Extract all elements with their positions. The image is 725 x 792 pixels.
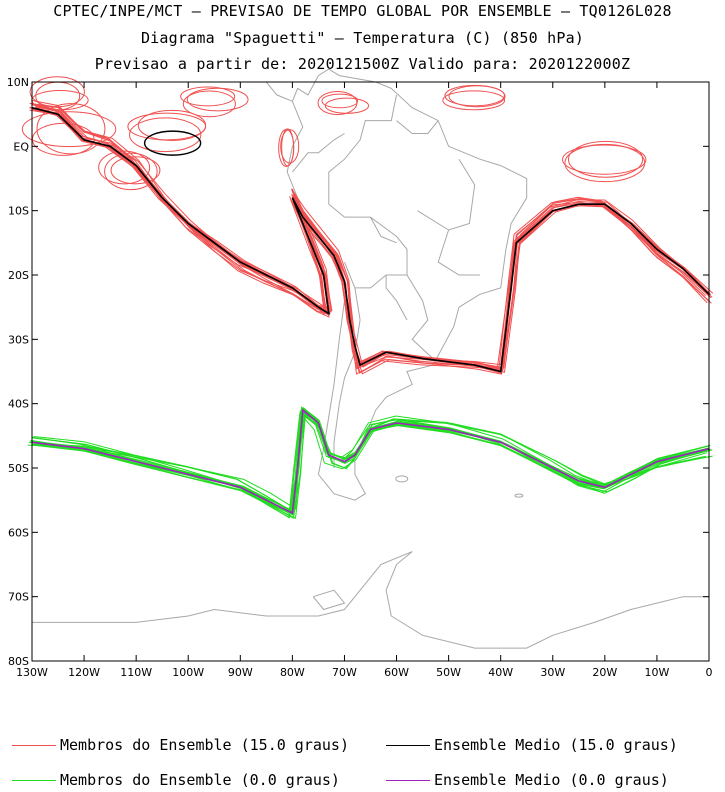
member-15-cell: [29, 76, 85, 108]
country-border: [385, 275, 408, 321]
member-15-cell: [317, 90, 358, 116]
mean-15-line: [31, 106, 710, 373]
member-15-line: [35, 107, 711, 372]
south-georgia-island: [514, 493, 524, 498]
y-tick-label: 30S: [8, 333, 29, 346]
member-15-line: [29, 109, 711, 375]
member-15-cell: [182, 90, 236, 118]
member-0-line: [35, 414, 707, 512]
header-line-3: Previsao a partir de: 2020121500Z Valido…: [94, 55, 631, 73]
country-border: [406, 274, 434, 359]
legend-label-members-15: Membros do Ensemble (15.0 graus): [60, 736, 349, 754]
member-0-line: [27, 412, 713, 510]
legend-label-mean-15: Ensemble Medio (15.0 graus): [434, 736, 678, 754]
members-15-layer: [21, 76, 714, 375]
map-frame: [31, 81, 710, 662]
member-15-cell: [280, 129, 300, 164]
header-line-1: CPTEC/INPE/MCT — PREVISAO DE TEMPO GLOBA…: [53, 2, 672, 20]
y-tick-label: 40S: [8, 398, 29, 411]
y-tick-label: 80S: [8, 655, 29, 668]
alexander-island: [312, 589, 346, 611]
x-tick-label: 50W: [436, 666, 461, 679]
member-15-line: [34, 107, 712, 373]
y-tick-label: 70S: [8, 591, 29, 604]
country-border: [437, 229, 480, 276]
x-tick-label: 100W: [172, 666, 204, 679]
x-tick-label: 20W: [592, 666, 617, 679]
y-tick-label: 10N: [7, 76, 29, 89]
mean-0-line: [31, 408, 710, 515]
x-tick-label: 40W: [488, 666, 513, 679]
member-15-cell: [98, 150, 151, 185]
y-tick-label: 60S: [8, 526, 29, 539]
legend-members-15: Membros do Ensemble (15.0 graus): [12, 736, 349, 754]
member-15-cell: [281, 128, 295, 167]
member-15-line: [32, 108, 710, 374]
y-tick-label: 10S: [8, 205, 29, 218]
country-border: [292, 133, 345, 173]
falkland-islands: [395, 475, 409, 483]
legend-line-mean-0: [386, 779, 430, 781]
x-tick-label: 90W: [228, 666, 253, 679]
country-border: [333, 287, 361, 468]
mean-15-cell: [143, 130, 202, 156]
x-tick-label: 30W: [540, 666, 565, 679]
legend-mean-15: Ensemble Medio (15.0 graus): [386, 736, 678, 754]
header-line-2: Diagrama "Spaguetti" — Temperatura (C) (…: [140, 29, 585, 47]
x-tick-label: 110W: [120, 666, 152, 679]
y-tick-label: 50S: [8, 462, 29, 475]
member-15-cell: [564, 143, 646, 183]
y-tick-label: EQ: [13, 140, 29, 153]
member-15-cell: [562, 144, 647, 175]
x-tick-label: 120W: [68, 666, 100, 679]
x-tick-label: 70W: [332, 666, 357, 679]
member-15-cell: [21, 111, 117, 148]
legend-label-mean-0: Ensemble Medio (0.0 graus): [434, 771, 669, 789]
member-15-cell: [442, 90, 506, 111]
member-15-cell: [444, 84, 505, 107]
member-15-cell: [186, 87, 249, 112]
x-tick-label: 130W: [16, 666, 48, 679]
member-15-cell: [180, 86, 236, 107]
member-15-cell: [321, 93, 359, 109]
member-15-cell: [129, 117, 202, 153]
legend-members-0: Membros do Ensemble (0.0 graus): [12, 771, 340, 789]
country-border: [370, 216, 397, 244]
antarctica-coastline: [32, 551, 709, 649]
x-tick-label: 80W: [280, 666, 305, 679]
member-15-line: [31, 108, 710, 374]
member-15-line: [35, 108, 714, 373]
legend-mean-0: Ensemble Medio (0.0 graus): [386, 771, 669, 789]
legend-line-members-15: [12, 744, 56, 746]
member-15-line: [29, 107, 709, 372]
country-border: [396, 120, 439, 134]
legend-line-members-0: [12, 779, 56, 781]
legend-label-members-0: Membros do Ensemble (0.0 graus): [60, 771, 340, 789]
x-tick-label: 60W: [384, 666, 409, 679]
y-tick-label: 20S: [8, 269, 29, 282]
legend-line-mean-15: [386, 744, 430, 746]
member-15-cell: [127, 112, 207, 141]
member-15-cell: [36, 103, 106, 155]
member-15-line: [35, 106, 712, 372]
member-15-cell: [567, 140, 644, 178]
country-border: [417, 158, 476, 231]
member-15-line: [29, 106, 711, 372]
member-15-cell: [104, 152, 158, 191]
member-15-line: [31, 103, 706, 369]
x-tick-label: 10W: [644, 666, 669, 679]
means-layer: [31, 106, 710, 515]
country-border: [328, 94, 408, 289]
x-tick-label: 0: [706, 666, 713, 679]
member-15-cell: [110, 156, 161, 185]
member-15-cell: [324, 97, 370, 114]
